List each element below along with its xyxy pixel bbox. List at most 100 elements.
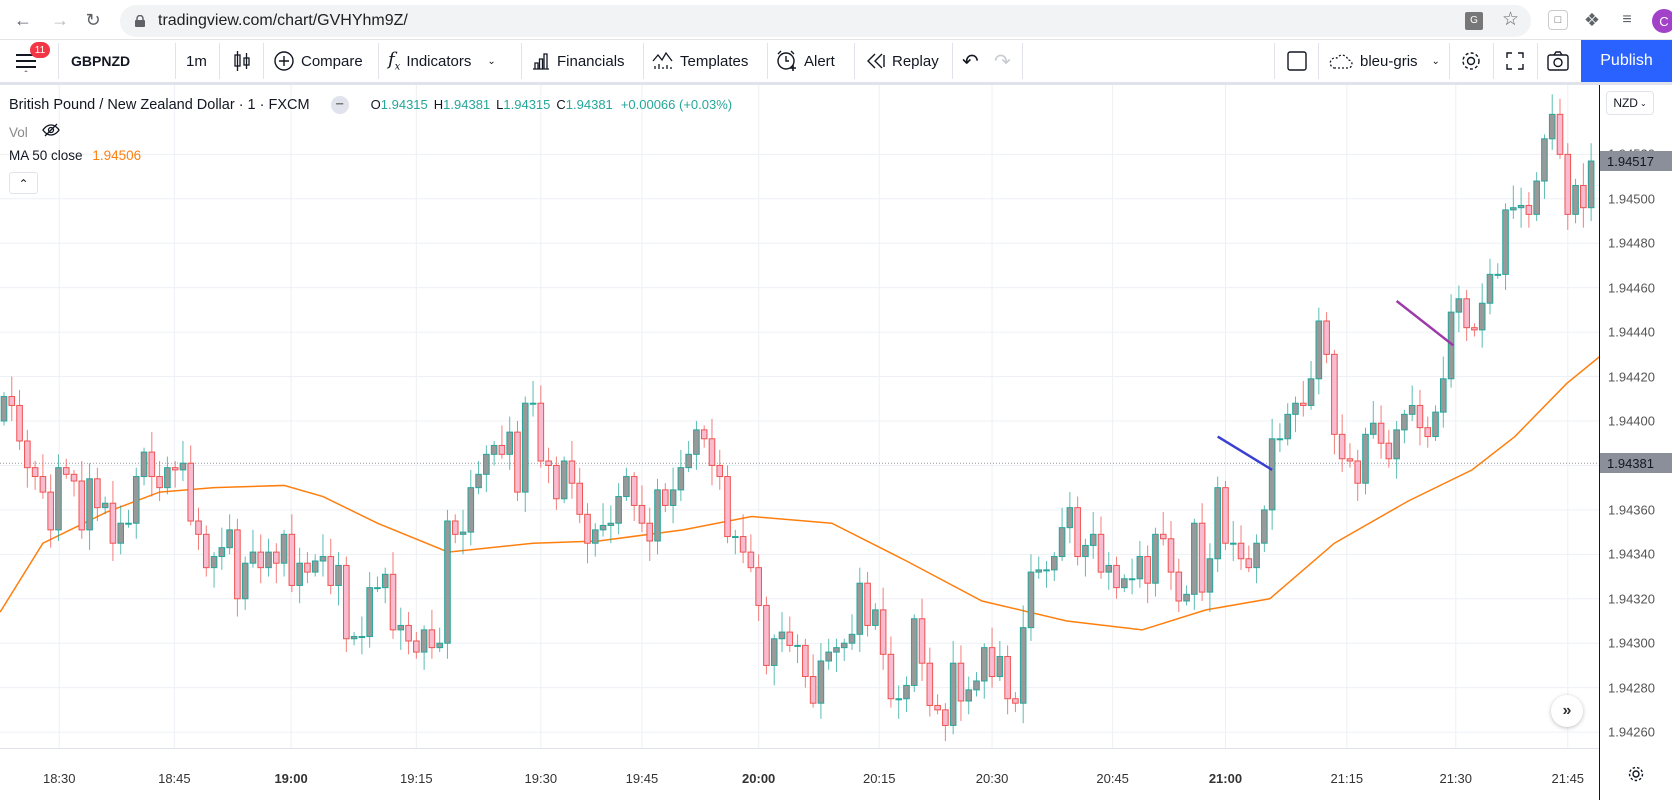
bull-candle	[1206, 558, 1214, 593]
bull-candle	[833, 647, 840, 653]
compare-button[interactable]: Compare	[273, 40, 363, 82]
bull-candle	[693, 429, 700, 455]
settings-button[interactable]	[1460, 40, 1482, 82]
layout-select-button[interactable]	[1287, 40, 1307, 82]
bull-candle	[117, 522, 125, 544]
symbol-description[interactable]: British Pound / New Zealand Dollar · 1 ·…	[9, 96, 310, 113]
collapse-legend-button[interactable]: ⌃	[9, 172, 38, 194]
bear-candle	[545, 460, 552, 466]
address-bar[interactable]: tradingview.com/chart/GVHYhm9Z/ G ☆	[120, 5, 1531, 37]
bear-candle	[202, 533, 210, 569]
profile-avatar[interactable]: C	[1652, 9, 1672, 33]
bookmark-star-icon[interactable]: ☆	[1502, 9, 1520, 30]
chevron-down-icon[interactable]: ⌄	[487, 55, 496, 67]
hamburger-icon	[16, 54, 36, 72]
bull-candle	[607, 522, 615, 526]
bear-candle	[763, 604, 770, 666]
bull-candle	[280, 533, 288, 564]
eye-off-icon[interactable]	[41, 123, 60, 140]
bear-candle	[413, 640, 420, 653]
time-tick-label: 19:15	[400, 771, 433, 786]
compare-label: Compare	[301, 52, 363, 70]
minus-circle-icon[interactable]: –	[330, 96, 349, 114]
bear-candle	[1385, 442, 1393, 460]
price-chart[interactable]	[0, 85, 1599, 748]
save-layout-button[interactable]: bleu-gris ⌄	[1328, 40, 1440, 82]
bear-candle	[62, 467, 70, 475]
bear-candle	[1463, 298, 1470, 329]
bear-candle	[1424, 427, 1432, 438]
replay-button[interactable]: Replay	[866, 40, 939, 82]
bear-candle	[638, 504, 646, 524]
templates-label: Templates	[680, 52, 749, 70]
bull-candle	[1517, 204, 1525, 209]
puzzle-icon[interactable]: ❖	[1583, 9, 1601, 30]
price-tick-label: 1.94500	[1608, 191, 1655, 207]
chart-pane[interactable]: British Pound / New Zealand Dollar · 1 ·…	[0, 85, 1599, 748]
currency-button[interactable]: NZD ⌄	[1606, 91, 1654, 115]
forward-icon[interactable]: →	[51, 9, 69, 30]
undo-button[interactable]: ↶	[962, 40, 979, 82]
bear-candle	[1175, 571, 1183, 602]
bull-candle	[1035, 569, 1043, 573]
bull-candle	[623, 476, 630, 498]
time-tick-label: 21:00	[1208, 771, 1243, 786]
bull-candle	[654, 489, 661, 542]
bull-candle	[55, 467, 62, 531]
templates-button[interactable]: Templates	[652, 40, 748, 82]
translate-icon[interactable]: G	[1465, 12, 1483, 30]
back-icon[interactable]: ←	[14, 9, 32, 30]
time-tick-label: 18:45	[158, 771, 191, 786]
gear-icon	[1462, 52, 1480, 70]
indicators-button[interactable]: fx Indicators ⌄	[388, 40, 496, 82]
price-tick-label: 1.94360	[1608, 502, 1655, 518]
interval-button[interactable]: 1m	[186, 52, 207, 70]
bear-candle	[716, 464, 724, 478]
bull-candle	[1043, 569, 1050, 572]
bull-candle	[1058, 527, 1066, 558]
bull-candle	[677, 467, 685, 491]
bear-candle	[1338, 433, 1346, 460]
extension-icon[interactable]: □	[1548, 10, 1568, 30]
price-axis[interactable]: NZD⌄ 1.945201.945001.944801.944601.94440…	[1599, 85, 1672, 748]
redo-button[interactable]: ↷	[994, 40, 1011, 82]
alert-button[interactable]: Alert	[776, 40, 835, 82]
time-axis[interactable]: 18:30 18:45 19:00 19:15 19:30 19:45 20:00 20:15…	[0, 748, 1599, 800]
bull-candle	[825, 651, 832, 662]
bull-candle	[1261, 509, 1268, 544]
symbol-search-button[interactable]: GBPNZD	[71, 53, 131, 69]
fx-icon: fx	[388, 49, 401, 73]
time-tick-label: 21:15	[1330, 771, 1364, 786]
bear-candle	[156, 476, 163, 489]
chart-type-button[interactable]	[233, 40, 251, 82]
bear-candle	[288, 533, 296, 586]
snapshot-button[interactable]	[1547, 40, 1569, 82]
financials-button[interactable]: Financials	[531, 40, 625, 82]
media-queue-icon[interactable]: ≡	[1622, 11, 1632, 28]
bull-candle	[973, 680, 980, 691]
publish-button[interactable]: Publish	[1581, 40, 1672, 82]
bull-candle	[1276, 438, 1284, 441]
chevron-down-icon[interactable]: ⌄	[1431, 55, 1440, 67]
ma-label[interactable]: MA 50 close	[9, 148, 83, 163]
bear-candle	[576, 482, 584, 515]
reload-icon[interactable]: ↻	[85, 9, 101, 30]
bear-candle	[1471, 327, 1478, 331]
main-menu-button[interactable]	[14, 40, 44, 82]
bull-candle	[1494, 273, 1502, 276]
bull-candle	[1019, 627, 1027, 704]
bear-candle	[1097, 533, 1105, 573]
bear-candle	[1416, 404, 1424, 429]
bull-candle	[1369, 422, 1377, 435]
scroll-to-realtime-button[interactable]: »	[1551, 695, 1583, 727]
bear-candle	[942, 709, 949, 726]
fullscreen-button[interactable]	[1505, 40, 1525, 82]
bear-candle	[662, 489, 669, 506]
bull-candle	[319, 556, 327, 562]
bull-candle	[1268, 438, 1276, 511]
camera-icon	[1547, 51, 1569, 71]
axis-settings-button[interactable]	[1599, 748, 1672, 800]
price-tick-label: 1.94280	[1608, 680, 1655, 696]
bull-candle	[218, 547, 226, 558]
time-tick-label: 19:30	[524, 771, 558, 786]
